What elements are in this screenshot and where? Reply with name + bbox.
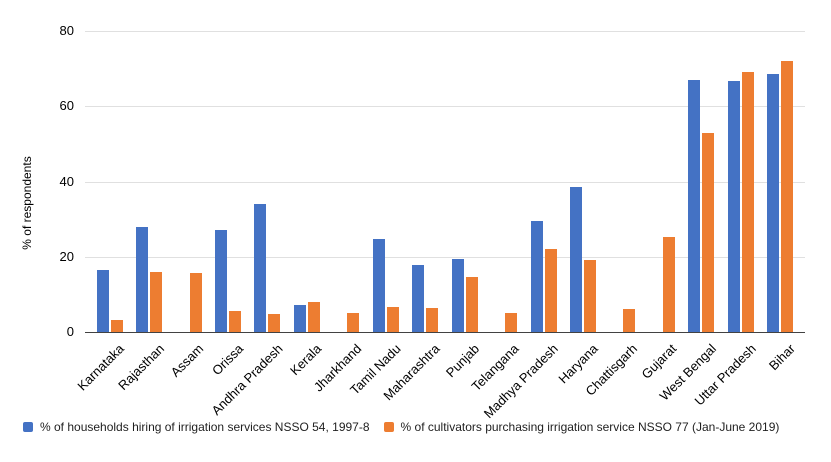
y-tick-40: 40 bbox=[59, 173, 74, 189]
legend-item-nsso77: % of cultivators purchasing irrigation s… bbox=[383, 420, 780, 434]
x-label-andhra-pradesh: Andhra Pradesh bbox=[208, 341, 286, 419]
gridline-60 bbox=[85, 106, 805, 108]
gridline-80 bbox=[85, 31, 805, 32]
legend-label-nsso77: % of cultivators purchasing irrigation s… bbox=[400, 420, 780, 434]
y-tick-20: 20 bbox=[59, 248, 74, 264]
y-tick-0: 0 bbox=[66, 324, 74, 339]
bar-group-chattisgarh bbox=[603, 31, 642, 332]
bar-nsso77-orissa[interactable] bbox=[229, 311, 242, 332]
bar-nsso54-karnataka[interactable] bbox=[96, 269, 109, 332]
bar-nsso77-bihar[interactable] bbox=[781, 61, 794, 332]
bar-nsso77-madhya-pradesh[interactable] bbox=[544, 249, 557, 332]
legend: % of households hiring of irrigation ser… bbox=[23, 420, 779, 434]
y-tick-60: 60 bbox=[59, 98, 74, 114]
bar-nsso54-andhra-pradesh[interactable] bbox=[254, 204, 267, 332]
gridline-20 bbox=[85, 256, 805, 258]
bar-group-gujarat bbox=[642, 31, 681, 332]
bar-nsso54-uttar-pradesh[interactable] bbox=[727, 81, 740, 332]
legend-label-nsso54: % of households hiring of irrigation ser… bbox=[40, 420, 370, 434]
bar-nsso77-gujarat[interactable] bbox=[662, 237, 675, 332]
bar-nsso77-karnataka[interactable] bbox=[110, 319, 123, 332]
bar-group-west-bengal bbox=[682, 31, 721, 332]
bar-nsso54-punjab[interactable] bbox=[451, 259, 464, 332]
bar-nsso77-maharashtra[interactable] bbox=[426, 308, 439, 332]
grid-layer bbox=[85, 31, 805, 333]
bar-nsso54-kerala[interactable] bbox=[293, 304, 306, 332]
bar-nsso77-assam[interactable] bbox=[189, 273, 202, 332]
bar-nsso77-jharkhand[interactable] bbox=[347, 313, 360, 332]
bar-nsso54-orissa[interactable] bbox=[215, 230, 228, 332]
bar-group-uttar-pradesh bbox=[721, 31, 760, 332]
bar-group-bihar bbox=[760, 31, 799, 332]
bar-nsso54-rajasthan[interactable] bbox=[136, 226, 149, 332]
bar-nsso77-west-bengal[interactable] bbox=[702, 132, 715, 332]
legend-swatch-nsso77 bbox=[383, 422, 394, 432]
x-label-kerala: Kerala bbox=[287, 341, 325, 379]
bar-group-orissa bbox=[208, 31, 247, 332]
bar-nsso77-andhra-pradesh[interactable] bbox=[268, 313, 281, 332]
bar-group-punjab bbox=[445, 31, 484, 332]
bar-group-assam bbox=[169, 31, 208, 332]
bar-nsso54-haryana[interactable] bbox=[569, 187, 582, 332]
legend-swatch-nsso54 bbox=[23, 422, 33, 432]
bar-group-karnataka bbox=[90, 31, 129, 332]
gridline-40 bbox=[85, 181, 805, 183]
bar-nsso54-bihar[interactable] bbox=[767, 74, 780, 332]
x-label-orissa: Orissa bbox=[208, 341, 246, 379]
bar-nsso54-madhya-pradesh[interactable] bbox=[530, 221, 543, 332]
y-tick-80: 80 bbox=[59, 23, 74, 38]
x-label-bihar: Bihar bbox=[765, 341, 798, 374]
x-label-madhya-pradesh: Madhya Pradesh bbox=[481, 341, 562, 422]
bar-nsso77-telangana[interactable] bbox=[505, 313, 518, 332]
bar-group-kerala bbox=[287, 31, 326, 332]
x-axis-line bbox=[85, 332, 805, 333]
bar-nsso77-kerala[interactable] bbox=[307, 301, 320, 332]
bar-group-haryana bbox=[563, 31, 602, 332]
bar-group-andhra-pradesh bbox=[248, 31, 287, 332]
x-label-assam: Assam bbox=[167, 341, 207, 380]
bar-nsso77-chattisgarh[interactable] bbox=[623, 309, 636, 332]
bar-nsso77-rajasthan[interactable] bbox=[150, 271, 163, 332]
bar-group-rajasthan bbox=[129, 31, 168, 332]
bar-nsso77-haryana[interactable] bbox=[583, 259, 596, 332]
legend-item-nsso54: % of households hiring of irrigation ser… bbox=[23, 420, 370, 434]
plot-area bbox=[90, 31, 800, 332]
bar-nsso54-maharashtra[interactable] bbox=[412, 265, 425, 332]
bar-nsso77-punjab[interactable] bbox=[465, 277, 478, 332]
bar-nsso77-tamil-nadu[interactable] bbox=[386, 307, 399, 332]
bar-group-maharashtra bbox=[406, 31, 445, 332]
bar-nsso54-west-bengal[interactable] bbox=[688, 79, 701, 332]
bar-group-tamil-nadu bbox=[366, 31, 405, 332]
bar-group-madhya-pradesh bbox=[524, 31, 563, 332]
bar-group-jharkhand bbox=[327, 31, 366, 332]
bar-nsso54-tamil-nadu[interactable] bbox=[372, 239, 385, 332]
y-axis-title: % of respondents bbox=[20, 156, 34, 250]
bar-group-telangana bbox=[484, 31, 523, 332]
bar-nsso77-uttar-pradesh[interactable] bbox=[741, 72, 754, 332]
